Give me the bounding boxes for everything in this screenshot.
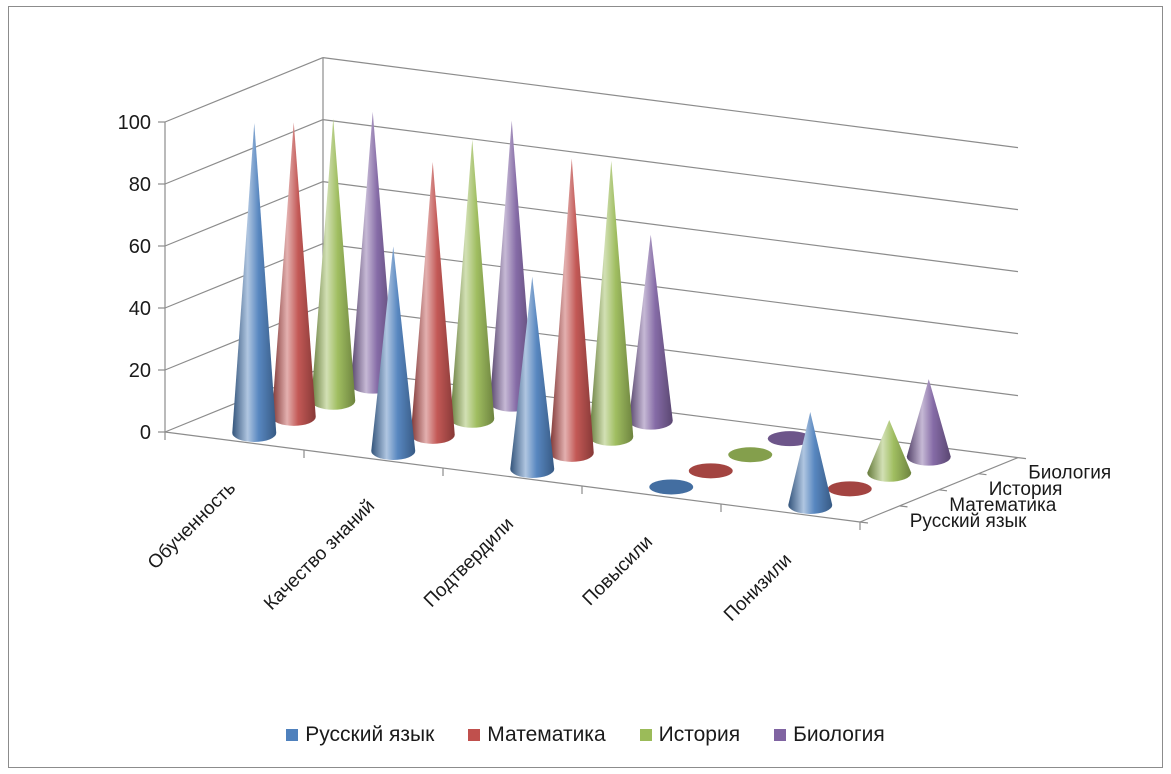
cone-3-5 (867, 420, 912, 482)
x-tick-label: Обученность (144, 478, 240, 574)
legend-label: Русский язык (305, 723, 435, 746)
y-tick-label: 80 (129, 174, 151, 196)
y-tick-label: 20 (129, 360, 151, 382)
depth-tick-label: Математика (949, 495, 1057, 516)
legend-item: Математика (468, 723, 606, 747)
cone-base-2-4 (688, 463, 733, 479)
gridline-back (322, 119, 1019, 211)
cone-base-4-4 (767, 431, 812, 447)
gridline-side (164, 57, 324, 123)
cone-3-1 (311, 118, 356, 410)
y-tick-label: 100 (118, 112, 151, 134)
y-tick-label: 60 (129, 236, 151, 258)
cone-2-3 (549, 158, 594, 462)
x-tick-label: Понизили (720, 550, 796, 626)
x-axis-line (164, 431, 861, 523)
cone-base-3-4 (728, 447, 773, 463)
legend: Русский язык Математика История Биология (0, 723, 1171, 747)
depth-tick-label: Русский язык (910, 511, 1027, 532)
legend-swatch (286, 729, 299, 741)
legend-swatch (468, 729, 481, 741)
gridline-back (322, 181, 1019, 273)
cone-2-2 (410, 162, 455, 444)
cone-1-2 (371, 246, 416, 460)
depth-tick-label: История (989, 479, 1063, 500)
legend-swatch (639, 729, 652, 741)
cone-4-1 (350, 111, 395, 394)
cone-3-2 (450, 139, 495, 428)
x-tick-label: Качество знаний (260, 496, 379, 615)
legend-item: Биология (774, 723, 885, 747)
gridline-back (322, 57, 1019, 149)
legend-swatch (774, 729, 787, 741)
gridline-side (164, 119, 324, 185)
y-tick-label: 40 (129, 298, 151, 320)
depth-tick (899, 505, 908, 508)
cone-base-2-5 (827, 481, 872, 497)
cone-1-1 (232, 122, 277, 442)
depth-tick (1017, 457, 1027, 460)
chart-marks (232, 111, 951, 514)
cone-1-5 (788, 411, 833, 514)
cone-1-3 (510, 276, 555, 478)
cone-4-2 (489, 120, 534, 412)
depth-tick (938, 489, 948, 492)
legend-item: Русский язык (286, 723, 434, 747)
cone-4-5 (906, 379, 951, 466)
y-tick-label: 0 (140, 422, 151, 444)
legend-label: Математика (487, 723, 606, 746)
x-tick-label: Подтвердили (420, 514, 518, 612)
cone-2-1 (271, 122, 316, 426)
cone-base-1-4 (649, 479, 694, 495)
depth-tick (978, 473, 987, 476)
x-tick-label: Повысили (579, 532, 657, 610)
cone-4-3 (628, 234, 673, 430)
cone-3-3 (589, 160, 634, 446)
depth-tick (859, 521, 869, 524)
legend-item: История (639, 723, 741, 747)
legend-label: Биология (793, 723, 885, 746)
depth-tick-label: Биология (1028, 463, 1111, 484)
legend-label: История (658, 723, 741, 746)
